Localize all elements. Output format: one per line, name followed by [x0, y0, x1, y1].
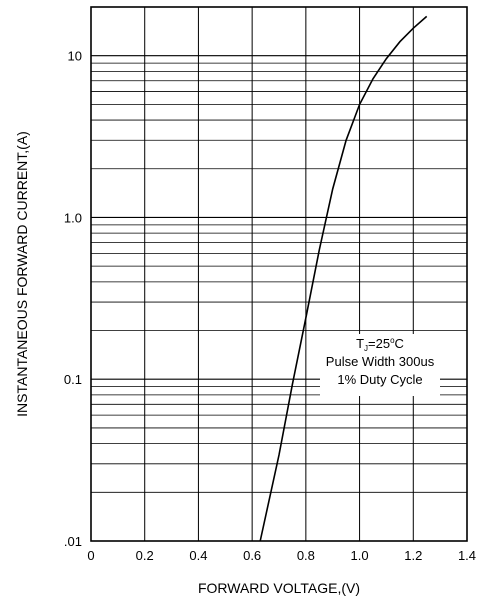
x-tick-label: 0.8 — [297, 548, 315, 563]
y-tick-labels: .01 0.1 1.0 10 — [64, 49, 82, 549]
x-tick-label: 0.4 — [189, 548, 207, 563]
y-tick-label: 10 — [68, 49, 82, 64]
annotation-temperature: TJ=25oC — [356, 336, 404, 353]
y-tick-label: 0.1 — [64, 372, 82, 387]
y-tick-label: 1.0 — [64, 210, 82, 225]
annotation-duty-cycle: 1% Duty Cycle — [337, 372, 422, 387]
y-tick-label: .01 — [64, 534, 82, 549]
plot-frame — [90, 6, 468, 542]
grid — [91, 7, 467, 541]
x-tick-label: 1.4 — [458, 548, 476, 563]
annotation-pulse-width: Pulse Width 300us — [326, 354, 435, 369]
x-tick-label: 0.2 — [136, 548, 154, 563]
x-tick-label: 1.0 — [351, 548, 369, 563]
x-tick-labels: 0 0.2 0.4 0.6 0.8 1.0 1.2 1.4 — [87, 548, 476, 563]
x-tick-label: 0.6 — [243, 548, 261, 563]
x-tick-label: 0 — [87, 548, 94, 563]
x-tick-label: 1.2 — [404, 548, 422, 563]
y-axis-label: INSTANTANEOUS FORWARD CURRENT,(A) — [14, 131, 30, 417]
series-layer — [259, 15, 428, 542]
annotation-background — [320, 334, 440, 396]
test-conditions-annotation: TJ=25oC Pulse Width 300us 1% Duty Cycle — [320, 334, 440, 396]
forward-current-curve — [259, 15, 428, 542]
x-axis-label: FORWARD VOLTAGE,(V) — [198, 580, 360, 596]
